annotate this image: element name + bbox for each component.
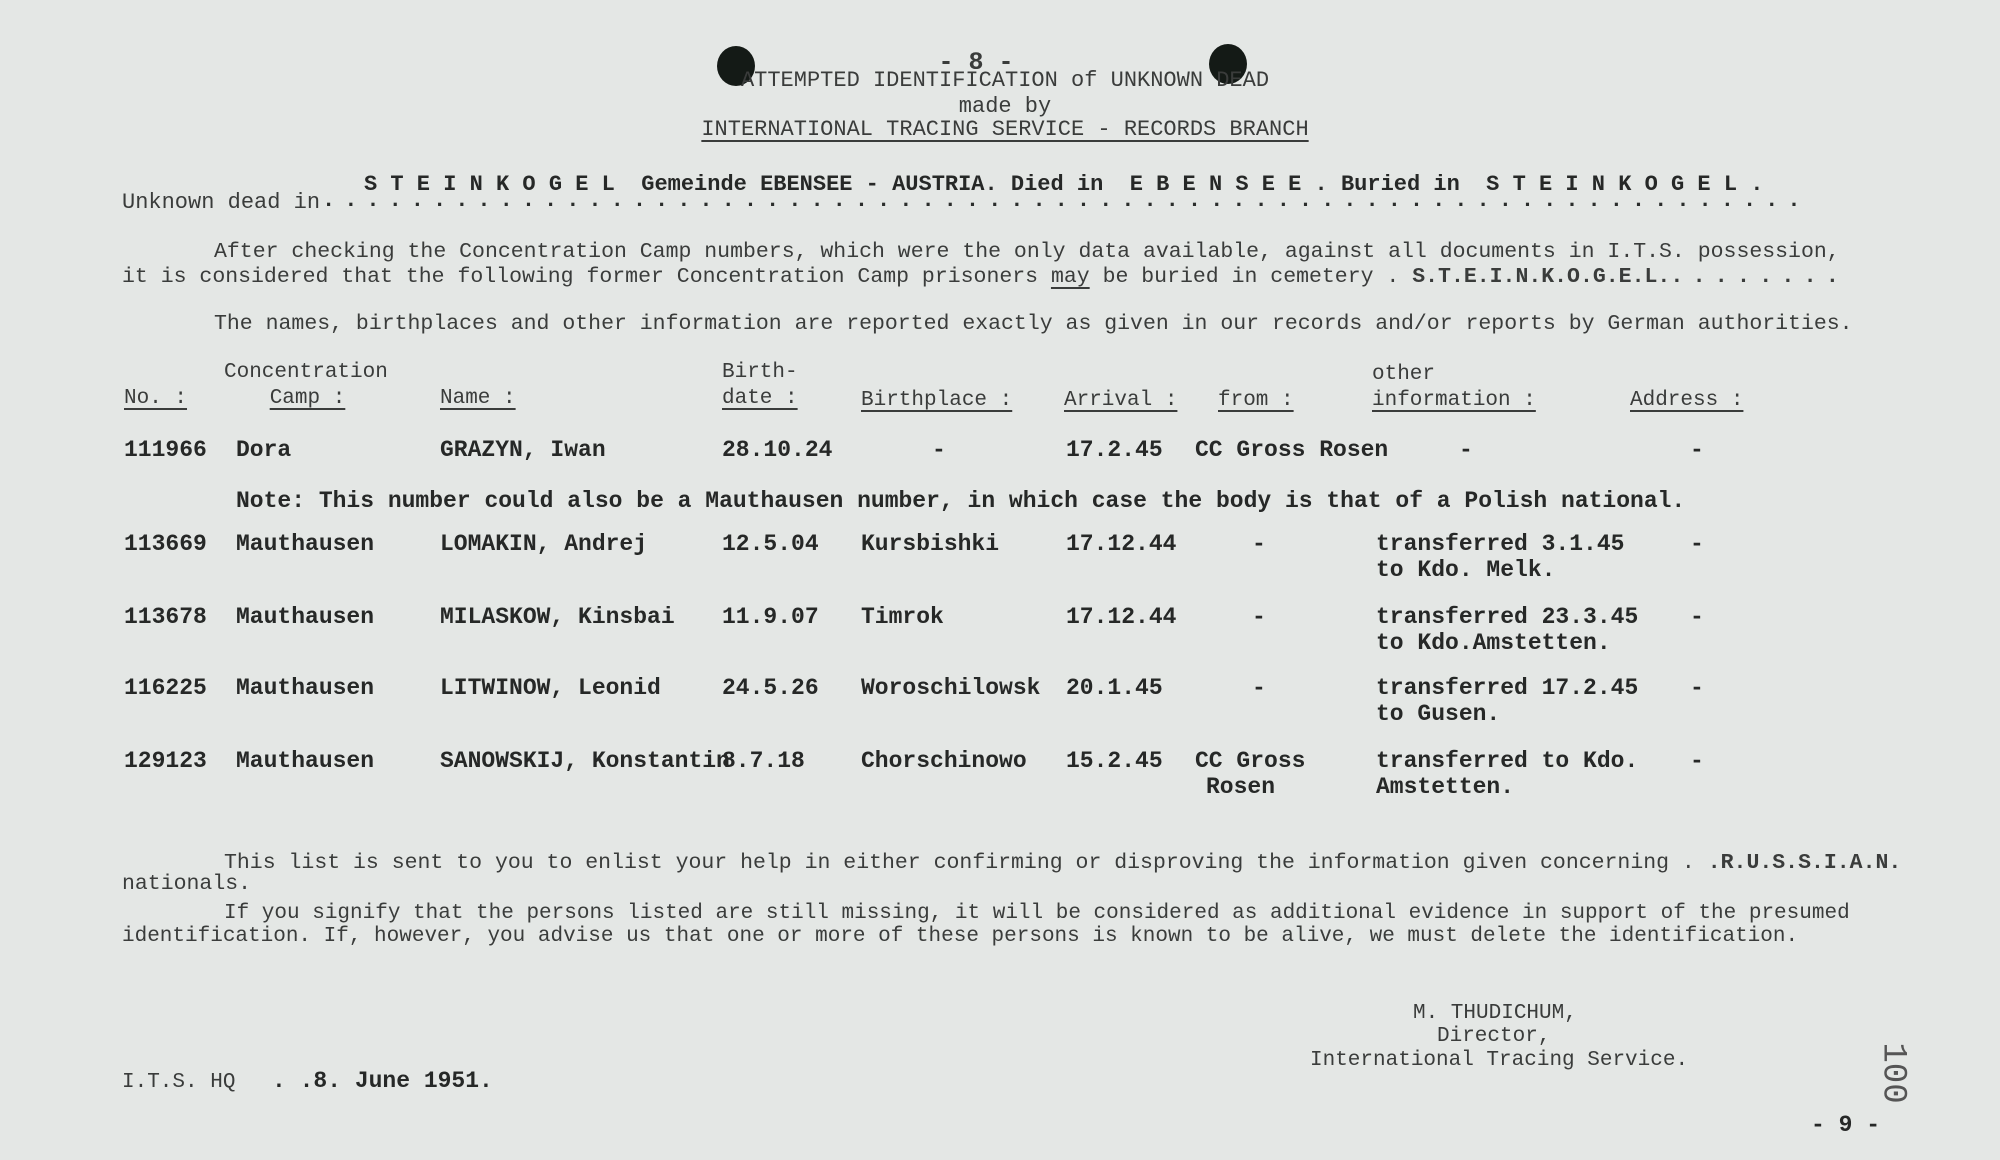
header-birthplace: Birthplace : [861, 389, 1013, 412]
cell-from2: Rosen [1206, 774, 1276, 800]
cell-other: transferred 23.3.45 [1376, 604, 1639, 630]
cell-birthplace: Chorschinowo [861, 748, 1027, 774]
intro-dots: ........ [1670, 264, 1848, 289]
cell-from: CC Gross [1195, 748, 1306, 774]
cell-from: - [1252, 604, 1266, 630]
cell-birthplace: Woroschilowsk [861, 675, 1041, 701]
next-page-number: - 9 - [1811, 1112, 1881, 1138]
cell-other2: Amstetten. [1376, 774, 1515, 800]
cell-other2: to Kdo. Melk. [1376, 557, 1556, 583]
cell-birthdate: 28.10.24 [722, 437, 833, 463]
cemetery-name: S.T.E.I.N.K.O.G.E.L. [1412, 265, 1671, 289]
cell-from: - [1252, 531, 1266, 557]
cell-address: - [1690, 604, 1704, 630]
footer-place: I.T.S. HQ [122, 1071, 236, 1094]
cell-camp: Dora [236, 437, 292, 463]
cell-birthplace: - [932, 437, 946, 463]
cell-name: LOMAKIN, Andrej [440, 531, 648, 557]
header-address: Address : [1630, 389, 1744, 412]
may-underlined: may [1050, 265, 1090, 289]
cell-birthdate: 11.9.07 [722, 604, 819, 630]
table-note: Note: This number could also be a Mautha… [236, 488, 1686, 514]
organization: INTERNATIONAL TRACING SERVICE - RECORDS … [701, 117, 1309, 142]
cell-camp: Mauthausen [236, 604, 375, 630]
header-no: No. : [124, 387, 188, 410]
stamp-number: 100 [1873, 1042, 1912, 1104]
cell-arrival: 17.12.44 [1066, 531, 1177, 557]
intro-text: be buried in cemetery . [1089, 265, 1413, 289]
cell-arrival: 20.1.45 [1066, 675, 1163, 701]
cell-birthdate: 8.7.18 [722, 748, 805, 774]
cell-other: - [1459, 437, 1473, 463]
made-by: made by [958, 94, 1052, 119]
cell-address: - [1690, 748, 1704, 774]
signatory-name: M. THUDICHUM, [1413, 1002, 1577, 1025]
cell-address: - [1690, 531, 1704, 557]
header-arrival: Arrival : [1064, 389, 1178, 412]
header-birthdate-top: Birth- [722, 361, 798, 384]
header-other-information: information : [1372, 389, 1536, 412]
cell-name: GRAZYN, Iwan [440, 437, 606, 463]
closing-p1-line1: This list is sent to you to enlist your … [224, 851, 1902, 875]
location-dots: ........................................… [322, 190, 1810, 212]
intro-text: it is considered that the following form… [122, 265, 1051, 289]
cell-camp: Mauthausen [236, 748, 375, 774]
cell-address: - [1690, 675, 1704, 701]
cell-name: SANOWSKIJ, Konstantin [440, 748, 730, 774]
closing-p2-line1: If you signify that the persons listed a… [224, 902, 1850, 925]
cell-birthdate: 12.5.04 [722, 531, 819, 557]
cell-birthdate: 24.5.26 [722, 675, 819, 701]
cell-other2: to Gusen. [1376, 701, 1501, 727]
cell-other: transferred 3.1.45 [1376, 531, 1625, 557]
location-label: Unknown dead in [122, 190, 321, 215]
records-note: The names, birthplaces and other informa… [214, 312, 1853, 336]
punch-hole [1209, 44, 1247, 84]
cell-birthplace: Timrok [861, 604, 944, 630]
footer-date: . .8. June 1951. [272, 1068, 493, 1094]
cell-no: 116225 [124, 675, 207, 701]
header-birthdate: date : [722, 387, 798, 410]
cell-no: 111966 [124, 437, 207, 463]
closing-p1-line2: nationals. [122, 872, 252, 896]
signatory-organization: International Tracing Service. [1310, 1049, 1689, 1072]
cell-other: transferred 17.2.45 [1376, 675, 1639, 701]
header-name: Name : [440, 387, 516, 410]
cell-no: 113669 [124, 531, 207, 557]
header-camp: Camp : [269, 387, 346, 410]
cell-from: CC Gross Rosen [1195, 437, 1389, 463]
header-camp-top: Concentration [224, 361, 388, 384]
closing-p2-line2: identification. If, however, you advise … [122, 925, 1799, 948]
location-detail: S T E I N K O G E L Gemeinde EBENSEE - A… [364, 172, 1764, 197]
cell-arrival: 17.2.45 [1066, 437, 1163, 463]
cell-camp: Mauthausen [236, 531, 375, 557]
cell-no: 129123 [124, 748, 207, 774]
cell-from: - [1252, 675, 1266, 701]
cell-address: - [1690, 437, 1704, 463]
intro-line-2: it is considered that the following form… [122, 266, 1848, 289]
punch-hole [717, 46, 755, 86]
cell-name: LITWINOW, Leonid [440, 675, 661, 701]
cell-other2: to Kdo.Amstetten. [1376, 630, 1611, 656]
cell-birthplace: Kursbishki [861, 531, 1000, 557]
closing-text: This list is sent to you to enlist your … [224, 851, 1708, 875]
intro-line-1: After checking the Concentration Camp nu… [214, 240, 1840, 264]
cell-arrival: 15.2.45 [1066, 748, 1163, 774]
page-number: - 8 - [938, 48, 1014, 77]
header-other-top: other [1372, 363, 1436, 386]
header-from: from : [1218, 389, 1294, 412]
cell-camp: Mauthausen [236, 675, 375, 701]
cell-name: MILASKOW, Kinsbai [440, 604, 675, 630]
cell-arrival: 17.12.44 [1066, 604, 1177, 630]
cell-other: transferred to Kdo. [1376, 748, 1639, 774]
signatory-title: Director, [1437, 1025, 1551, 1048]
nationality: .R.U.S.S.I.A.N. [1707, 851, 1902, 875]
document-title: ATTEMPTED IDENTIFICATION of UNKNOWN DEAD [740, 68, 1270, 93]
cell-no: 113678 [124, 604, 207, 630]
